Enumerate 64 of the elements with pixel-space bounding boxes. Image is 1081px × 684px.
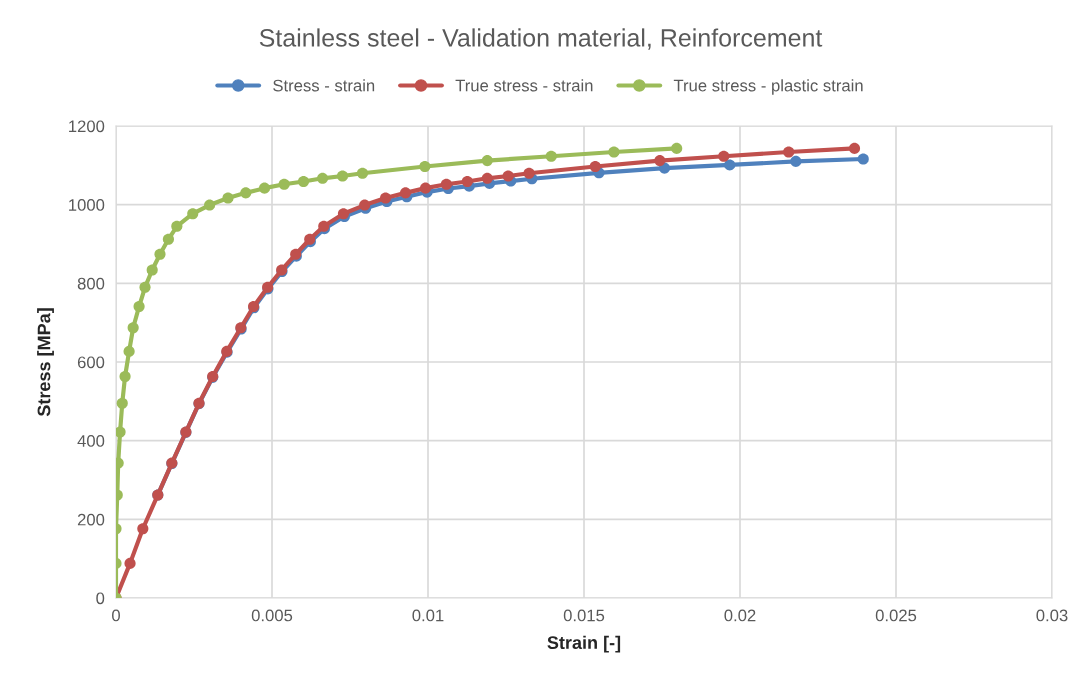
- point: [419, 160, 431, 173]
- y-tick-label: 400: [77, 435, 105, 447]
- y-tick-label: 600: [77, 356, 105, 369]
- point: [278, 178, 290, 190]
- point: [848, 142, 861, 154]
- point: [139, 281, 151, 293]
- point: [654, 155, 666, 167]
- x-tick-label: 0.02: [724, 609, 756, 622]
- point: [783, 146, 795, 158]
- y-tick-label: 200: [77, 513, 105, 526]
- point: [380, 192, 392, 204]
- point: [124, 557, 136, 569]
- point: [440, 178, 452, 190]
- point: [608, 146, 620, 158]
- point: [724, 159, 736, 171]
- point: [481, 172, 493, 184]
- point: [297, 175, 310, 188]
- point: [481, 155, 493, 167]
- point: [240, 187, 252, 199]
- point: [545, 150, 557, 162]
- point: [589, 160, 601, 173]
- y-axis-title: Stress [MPa]: [37, 308, 54, 417]
- point: [119, 371, 131, 383]
- point: [162, 233, 174, 245]
- y-tick-label: 0: [96, 592, 105, 605]
- point: [461, 175, 473, 188]
- x-tick-label: 0: [112, 609, 120, 622]
- point: [137, 523, 149, 535]
- legend-label: True stress - plastic strain: [673, 79, 863, 95]
- y-tick-label: 800: [77, 277, 105, 290]
- y-tick-label: 1200: [69, 120, 105, 133]
- point: [336, 170, 349, 182]
- point: [671, 142, 683, 154]
- x-tick-label: 0.005: [251, 609, 293, 622]
- point: [204, 199, 216, 211]
- y-tick-label: 1000: [69, 199, 105, 211]
- x-axis-title: Strain [-]: [547, 635, 621, 653]
- x-tick-label: 0.025: [875, 609, 917, 622]
- point: [222, 192, 234, 204]
- point: [154, 248, 166, 260]
- point: [502, 170, 514, 182]
- point: [316, 172, 329, 184]
- point: [419, 182, 432, 194]
- point: [116, 397, 128, 409]
- chart-title: Stainless steel - Validation material, Reinforcement: [259, 28, 823, 50]
- point: [523, 167, 535, 179]
- point: [356, 167, 369, 179]
- point: [116, 426, 126, 438]
- point: [790, 155, 802, 167]
- point: [133, 300, 145, 313]
- point: [127, 322, 139, 334]
- point: [171, 220, 183, 232]
- legend-label: True stress - strain: [455, 79, 593, 92]
- point: [857, 153, 869, 165]
- point: [258, 182, 271, 194]
- point: [146, 264, 158, 276]
- point: [399, 187, 412, 199]
- point: [718, 150, 730, 162]
- point: [123, 345, 135, 357]
- legend-label: Stress - strain: [273, 79, 375, 92]
- x-tick-label: 0.01: [412, 609, 444, 622]
- x-tick-label: 0.03: [1036, 609, 1068, 622]
- x-tick-label: 0.015: [563, 609, 605, 622]
- point: [187, 208, 199, 220]
